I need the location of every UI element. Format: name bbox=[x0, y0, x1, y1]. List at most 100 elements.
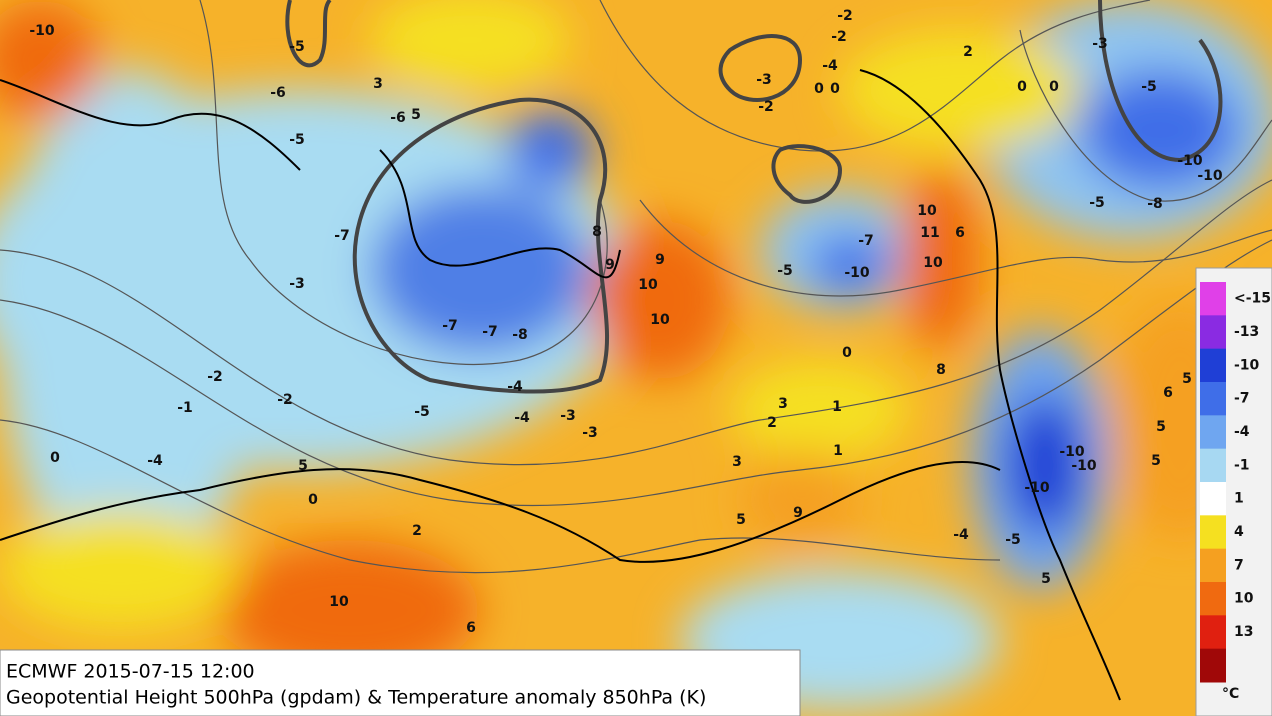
map-label: 9 bbox=[655, 252, 665, 268]
map-label: 8 bbox=[592, 224, 602, 240]
colorbar-label: 13 bbox=[1234, 624, 1253, 640]
map-label: 0 bbox=[814, 81, 824, 97]
subtitle: Geopotential Height 500hPa (gpdam) & Tem… bbox=[6, 687, 706, 709]
map-label: -2 bbox=[277, 392, 293, 408]
colorbar-label: -13 bbox=[1234, 324, 1259, 340]
map-label: 6 bbox=[1163, 385, 1173, 401]
thick-contours bbox=[285, 0, 1223, 394]
map-label: -2 bbox=[758, 99, 774, 115]
map-label: -5 bbox=[289, 132, 305, 148]
colorbar-swatch bbox=[1200, 382, 1226, 416]
map-label: -2 bbox=[831, 29, 847, 45]
map-label: -10 bbox=[29, 23, 55, 39]
colorbar-swatch bbox=[1200, 648, 1226, 683]
map-label: -8 bbox=[1147, 196, 1163, 212]
map-label: -10 bbox=[1024, 480, 1050, 496]
colorbar-label: -10 bbox=[1234, 357, 1260, 373]
map-label: -10 bbox=[1197, 168, 1223, 184]
map-label: 5 bbox=[1041, 571, 1051, 587]
map-label: 0 bbox=[1049, 79, 1059, 95]
map-label: 5 bbox=[411, 107, 421, 123]
colorbar-swatch bbox=[1200, 448, 1226, 483]
map-label: 10 bbox=[923, 255, 943, 271]
map-label: 10 bbox=[917, 203, 937, 219]
colorbar-swatch bbox=[1200, 615, 1226, 650]
map-label: 5 bbox=[736, 512, 746, 528]
map-label: -6 bbox=[390, 110, 406, 126]
map-label: 10 bbox=[329, 594, 349, 610]
map-label: -2 bbox=[207, 369, 223, 385]
map-label: 2 bbox=[412, 523, 422, 539]
map-label: -5 bbox=[289, 39, 305, 55]
map-label: -5 bbox=[1005, 532, 1021, 548]
map-label: 11 bbox=[920, 225, 939, 241]
colorbar-label: -4 bbox=[1234, 424, 1250, 440]
map-label: -10 bbox=[1059, 444, 1085, 460]
map-label: 3 bbox=[778, 396, 788, 412]
map-label: 0 bbox=[308, 492, 318, 508]
colorbar-unit: °C bbox=[1222, 686, 1239, 702]
map-label: -4 bbox=[822, 58, 838, 74]
map-label: 5 bbox=[298, 458, 308, 474]
map-label: 5 bbox=[1182, 371, 1192, 387]
map-label: 9 bbox=[793, 505, 803, 521]
colorbar-label: 4 bbox=[1234, 524, 1244, 540]
colorbar-label: 10 bbox=[1234, 591, 1254, 607]
map-label: 6 bbox=[466, 620, 476, 636]
map-label: -3 bbox=[582, 425, 598, 441]
map-labels: -5-63-6 5-5-7-7 -7 -8-4-5 -4 -3-3-2-2-3-1-400… bbox=[29, 8, 1223, 636]
map-label: 3 bbox=[732, 454, 742, 470]
map-label: 0 bbox=[1017, 79, 1027, 95]
map-label: 1 bbox=[833, 443, 843, 459]
map-label: -7 bbox=[334, 228, 350, 244]
map-label: -4 bbox=[507, 379, 523, 395]
colorbar-swatch bbox=[1200, 515, 1226, 550]
map-label: -6 bbox=[270, 85, 286, 101]
map-label: -3 bbox=[756, 72, 772, 88]
map-label: 10 bbox=[650, 312, 670, 328]
colorbar-swatch bbox=[1200, 482, 1226, 516]
map-label: 2 bbox=[767, 415, 777, 431]
map-label: 5 bbox=[1151, 453, 1161, 469]
map-label: -5 bbox=[1141, 79, 1157, 95]
map-label: -5 bbox=[414, 404, 430, 420]
title-box: ECMWF 2015-07-15 12:00 Geopotential Heig… bbox=[0, 649, 801, 716]
map-label: -7 bbox=[482, 324, 498, 340]
map-label: 3 bbox=[373, 76, 383, 92]
map-label: -3 bbox=[289, 276, 305, 292]
map-label: -4 bbox=[953, 527, 969, 543]
colorbar-label: -1 bbox=[1234, 457, 1250, 473]
map-label: 8 bbox=[936, 362, 946, 378]
colorbar-swatch bbox=[1200, 548, 1226, 583]
map-label: -10 bbox=[844, 265, 870, 281]
map-label: -5 bbox=[777, 263, 793, 279]
map-label: 1 bbox=[832, 399, 842, 415]
colorbar-label: 1 bbox=[1234, 491, 1244, 507]
map-label: 0 bbox=[842, 345, 852, 361]
map-label: -3 bbox=[560, 408, 576, 424]
map-label: 0 bbox=[830, 81, 840, 97]
map-label: 0 bbox=[50, 450, 60, 466]
map-label: 6 bbox=[955, 225, 965, 241]
coastlines bbox=[0, 69, 1121, 701]
map-label: -2 bbox=[837, 8, 853, 24]
map-label: -4 bbox=[514, 410, 530, 426]
colorbar-swatch bbox=[1200, 348, 1226, 383]
map-label: -8 bbox=[512, 327, 528, 343]
map-label: -7 bbox=[858, 233, 874, 249]
title-background bbox=[0, 649, 801, 716]
colorbar-swatch bbox=[1200, 315, 1226, 350]
map-label: -10 bbox=[1177, 153, 1203, 169]
map-label: -4 bbox=[147, 453, 163, 469]
map-label: -7 bbox=[442, 318, 458, 334]
colorbar-label: <-15 bbox=[1234, 291, 1271, 307]
map-label: 5 bbox=[1156, 419, 1166, 435]
colorbar: <-15 -13 -10 -7 -4 -1 1 4 7 10 13 °C bbox=[1195, 267, 1272, 716]
height-contours bbox=[0, 0, 1272, 574]
title: ECMWF 2015-07-15 12:00 bbox=[6, 661, 255, 683]
colorbar-swatch bbox=[1200, 582, 1226, 616]
map-label: 10 bbox=[638, 277, 658, 293]
